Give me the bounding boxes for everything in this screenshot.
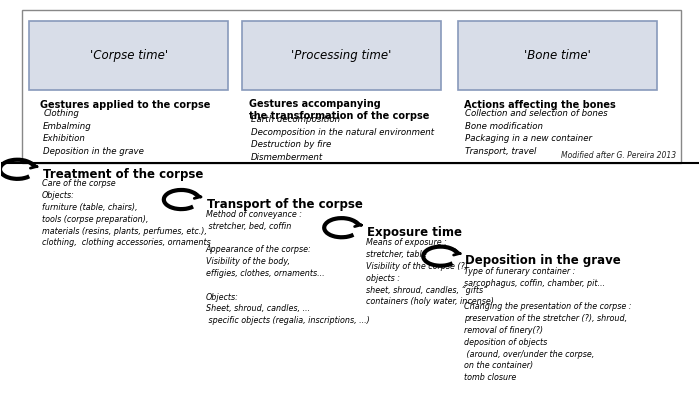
Text: Treatment of the corpse: Treatment of the corpse	[43, 168, 204, 181]
Text: 'Bone time': 'Bone time'	[524, 49, 591, 62]
FancyBboxPatch shape	[29, 20, 228, 90]
FancyBboxPatch shape	[458, 20, 657, 90]
Text: Transport of the corpse: Transport of the corpse	[207, 198, 363, 211]
Text: 'Corpse time': 'Corpse time'	[90, 49, 168, 62]
Text: Collection and selection of bones
Bone modification
Packaging in a new container: Collection and selection of bones Bone m…	[465, 109, 608, 156]
Text: Actions affecting the bones: Actions affecting the bones	[463, 100, 615, 110]
Text: Care of the corpse
Objects:
furniture (table, chairs),
tools (corpse preparation: Care of the corpse Objects: furniture (t…	[42, 179, 211, 247]
Text: Deposition in the grave: Deposition in the grave	[465, 255, 621, 268]
Text: Clothing
Embalming
Exhibition
Deposition in the grave: Clothing Embalming Exhibition Deposition…	[43, 109, 144, 156]
FancyBboxPatch shape	[22, 10, 681, 163]
Text: Gestures applied to the corpse: Gestures applied to the corpse	[40, 100, 210, 110]
Text: Gestures accompanying
the transformation of the corpse: Gestures accompanying the transformation…	[249, 99, 429, 121]
Text: Modified after G. Pereira 2013: Modified after G. Pereira 2013	[561, 151, 676, 160]
Text: Method of conveyance :
 stretcher, bed, coffin

Appearance of the corpse:
Visibi: Method of conveyance : stretcher, bed, c…	[206, 210, 370, 325]
Text: 'Processing time': 'Processing time'	[291, 49, 391, 62]
Text: Earth decomposition
Decomposition in the natural environment
Destruction by fire: Earth decomposition Decomposition in the…	[251, 115, 434, 162]
Text: Means of exposure :
stretcher, table
Visibility of the corpse (?)
objects :
shee: Means of exposure : stretcher, table Vis…	[366, 238, 494, 307]
FancyBboxPatch shape	[242, 20, 440, 90]
Text: Type of funerary container :
sarcophagus, coffin, chamber, pit...

Changing the : Type of funerary container : sarcophagus…	[463, 267, 631, 382]
Text: Exposure time: Exposure time	[368, 226, 463, 239]
